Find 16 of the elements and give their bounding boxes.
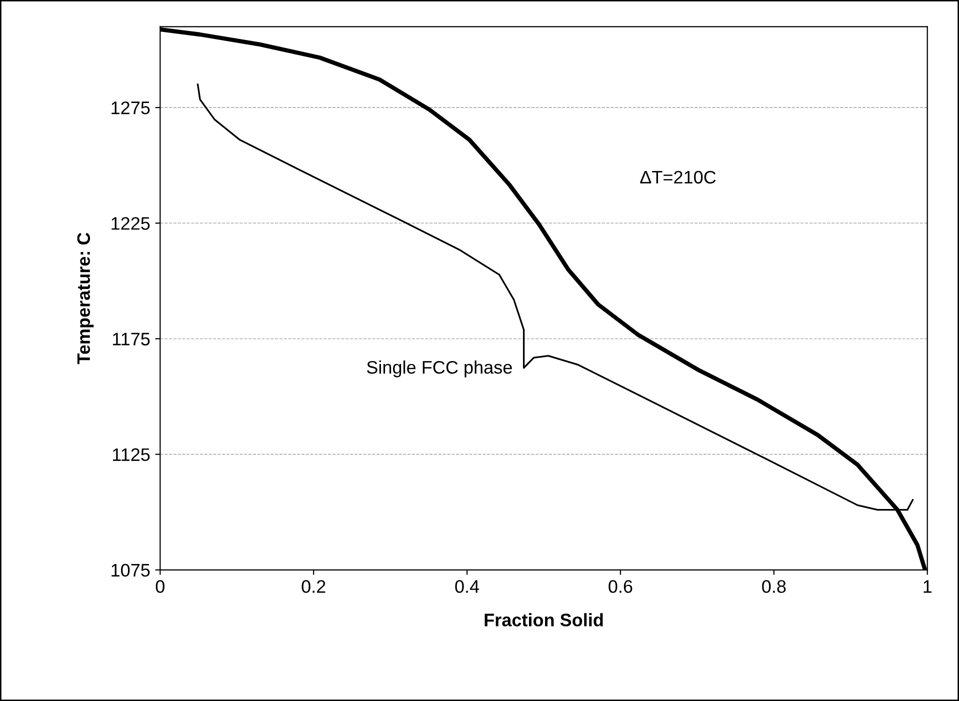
line-series [196, 84, 914, 511]
x-tick-label: 0.8 [762, 580, 786, 593]
x-axis-title: Fraction Solid [484, 613, 603, 626]
x-tick-label: 0.6 [608, 580, 632, 593]
x-tick-label: 0.2 [302, 580, 326, 593]
y-tick-label: 1225 [112, 217, 150, 230]
y-tick-label: 1075 [112, 564, 150, 577]
annotation: ΔT=210C [640, 170, 716, 184]
y-tick-label: 1175 [112, 332, 150, 346]
x-tick-label: 0 [156, 580, 164, 593]
y-tick-label: 1125 [112, 448, 150, 462]
x-tick-label: 0.4 [455, 580, 480, 593]
annotation: Single FCC phase [366, 360, 512, 378]
y-tick-label: 1275 [112, 101, 150, 114]
x-tick-label: 1 [924, 580, 932, 593]
y-axis-title: Temperature: C [77, 232, 94, 364]
